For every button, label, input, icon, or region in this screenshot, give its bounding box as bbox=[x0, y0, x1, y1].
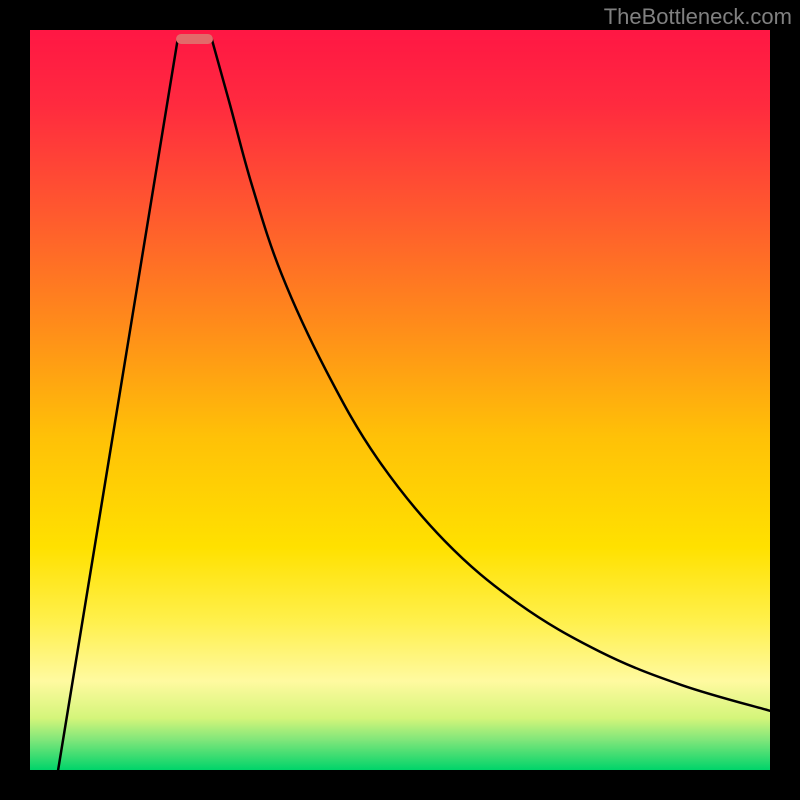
plot-area bbox=[30, 30, 770, 770]
watermark-text: TheBottleneck.com bbox=[604, 4, 792, 30]
gradient-background bbox=[30, 30, 770, 770]
chart-container: TheBottleneck.com bbox=[0, 0, 800, 800]
min-marker bbox=[176, 34, 213, 44]
